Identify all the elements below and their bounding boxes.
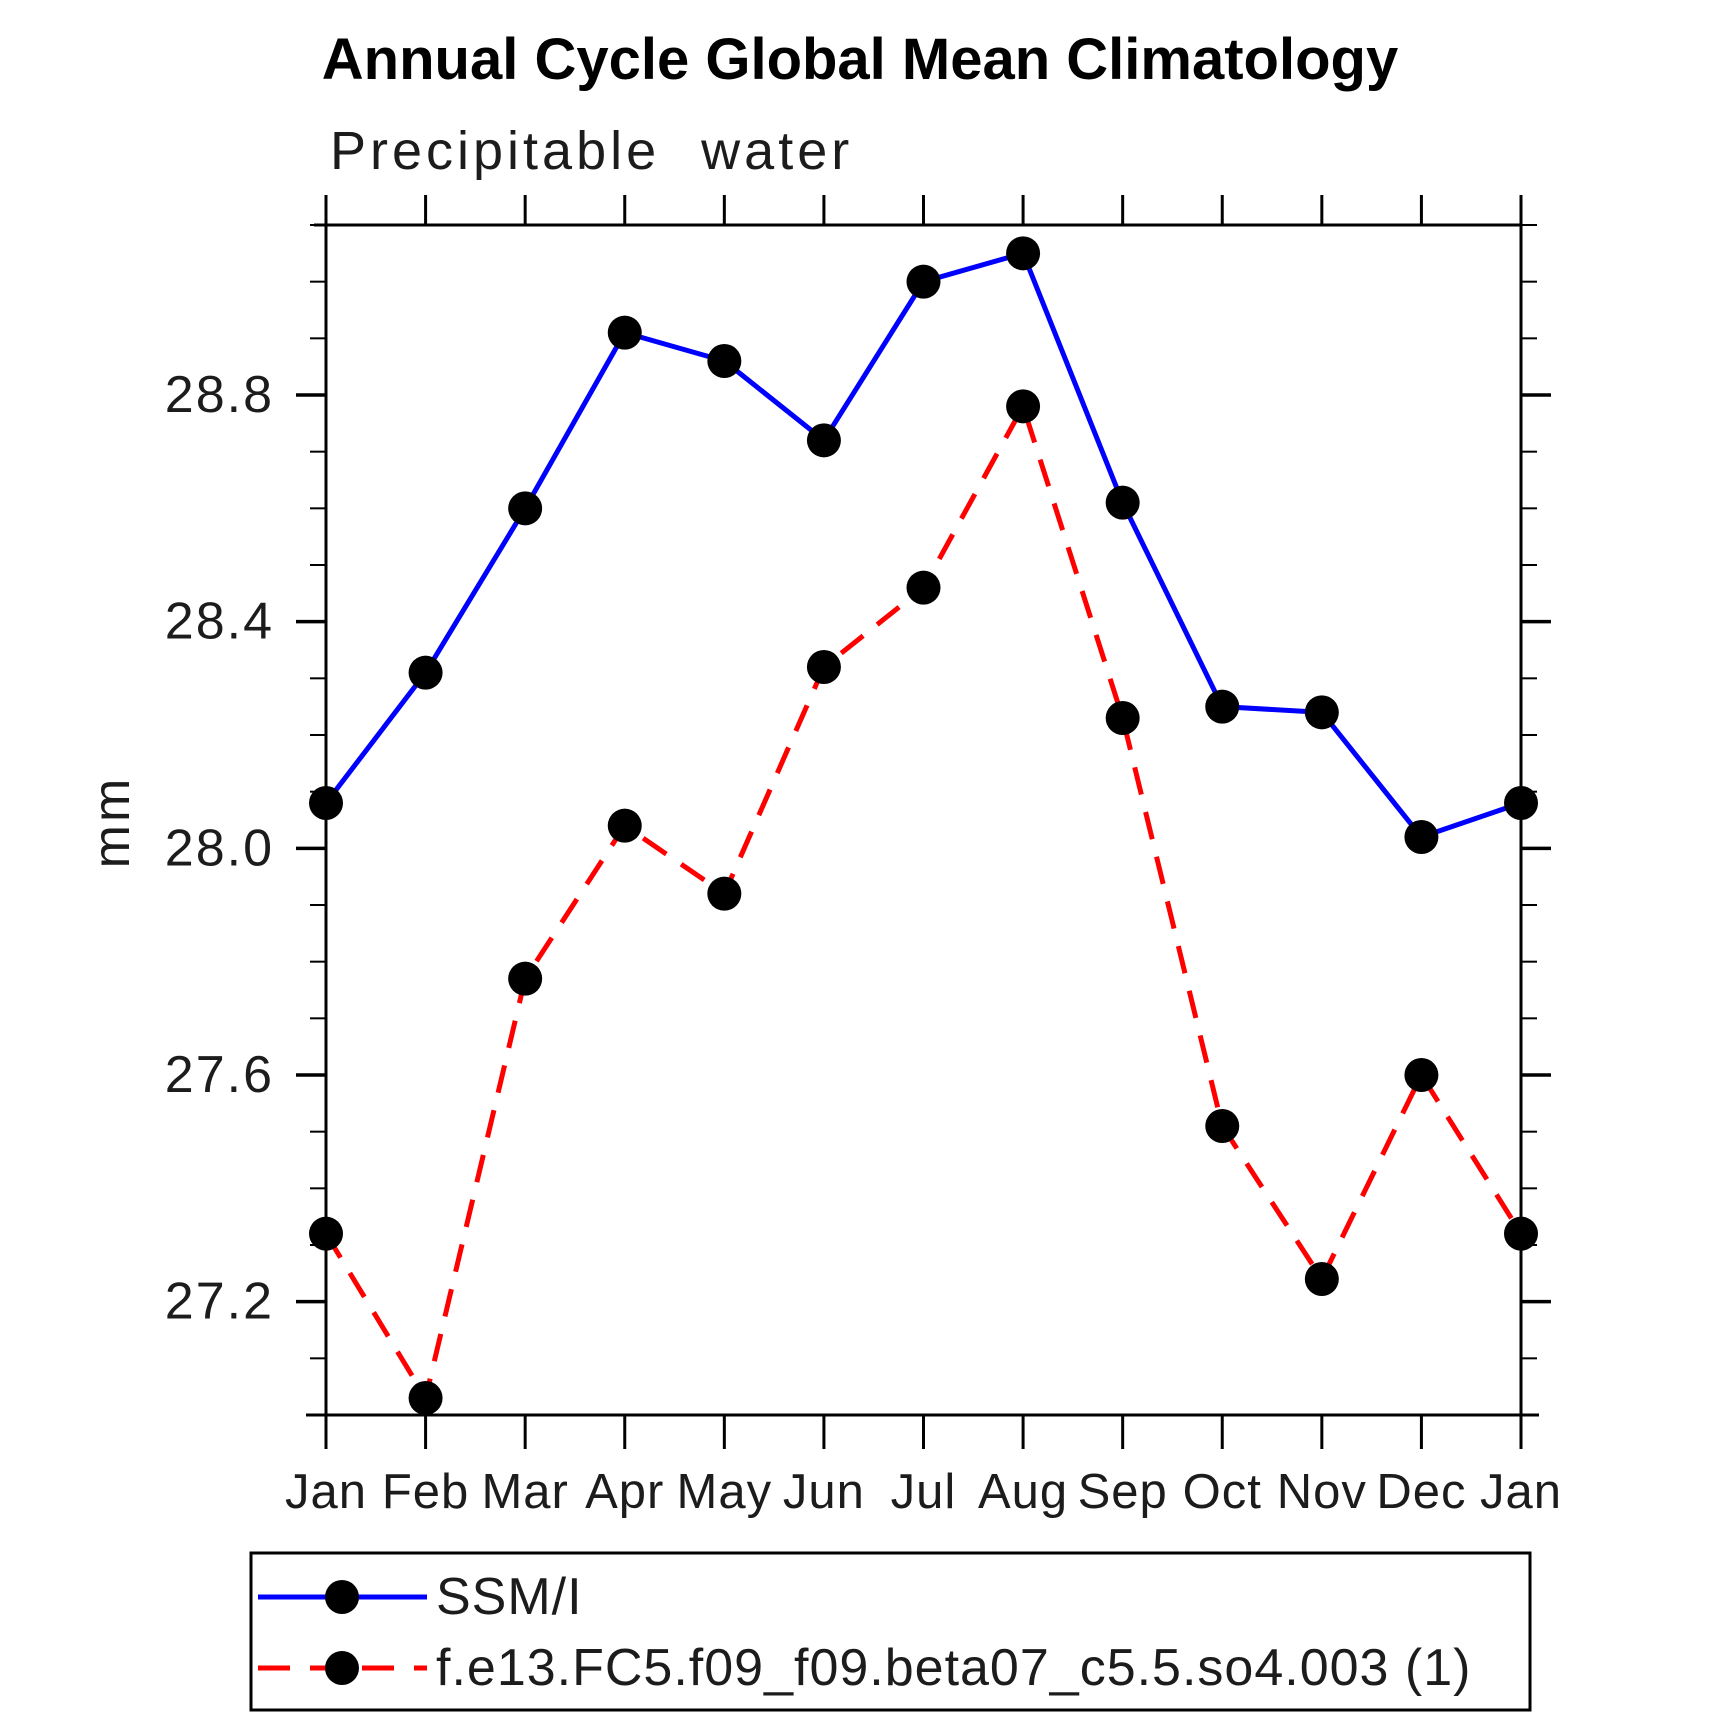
ssmi-data-point-marker [1504,786,1538,820]
legend-label-ssmi: SSM/I [436,1568,583,1626]
chart-title: Annual Cycle Global Mean Climatology [321,27,1399,92]
model-data-point-marker [607,808,642,843]
x-tick-label: May [677,1465,773,1519]
legend-marker-model [325,1651,359,1685]
model-data-point-marker [806,650,841,684]
model-data-point-marker [707,876,742,911]
legend-box [249,1551,1532,1712]
y-tick-label: 28.0 [165,819,274,877]
series-ssmi [309,236,1538,854]
x-tick-label: Jan [1480,1465,1562,1519]
ssmi-data-point-marker [1105,485,1140,520]
model-data-point-marker [1105,701,1140,735]
y-tick-label: 28.8 [165,366,274,424]
y-tick-label: 27.6 [165,1046,274,1104]
x-tick-label: Mar [481,1465,568,1519]
ssmi-data-point-marker [906,264,941,299]
model-data-point-marker [1304,1262,1339,1296]
ssmi-data-point-marker [1006,236,1041,271]
x-tick-label: Feb [382,1465,469,1519]
ssmi-data-point-marker [1404,820,1439,854]
ssmi-data-point-marker [408,655,443,690]
x-tick-label: Oct [1183,1465,1262,1519]
x-tick-label: Jul [891,1465,957,1519]
model-data-point-marker [906,570,941,605]
y-tick-label: 27.2 [165,1273,274,1331]
chart-subtitle: Precipitable water [330,121,854,181]
model-data-point-marker [408,1381,443,1415]
ssmi-data-point-marker [1205,689,1240,724]
ssmi-data-point-marker [607,315,642,350]
x-tick-label: Sep [1078,1465,1168,1519]
y-tick-label: 28.4 [165,593,274,651]
x-tick-label: Nov [1277,1465,1367,1519]
legend-label-model: f.e13.FC5.f09_f09.beta07_c5.5.so4.003 (1… [436,1639,1471,1697]
ssmi-data-point-marker [309,786,343,820]
model-data-point-marker [1404,1058,1439,1092]
ssmi-line [324,250,1522,840]
model-data-point-marker [1006,389,1041,424]
legend: SSM/I f.e13.FC5.f09_f09.beta07_c5.5.so4.… [249,1551,1532,1712]
x-tick-label: Apr [585,1465,664,1519]
ssmi-data-point-marker [707,344,742,378]
model-data-point-marker [1504,1216,1538,1251]
plot-group: 27.2 27.6 28.0 28.4 28.8 Jan Feb Mar Apr May Jun Ju… [165,195,1562,1519]
ssmi-data-point-marker [508,491,543,526]
x-tick-label: Jun [783,1465,865,1519]
ssmi-data-point-marker [806,423,841,458]
legend-marker-ssmi [325,1580,359,1614]
model-data-point-marker [309,1216,343,1251]
x-tick-label: Aug [978,1465,1068,1519]
x-tick-label: Jan [285,1465,367,1519]
model-data-point-marker [508,961,543,996]
ssmi-data-point-marker [1304,695,1339,730]
x-tick-label: Dec [1376,1465,1466,1519]
model-line [323,403,1524,1401]
series-model [309,389,1538,1415]
model-data-point-marker [1205,1109,1240,1143]
